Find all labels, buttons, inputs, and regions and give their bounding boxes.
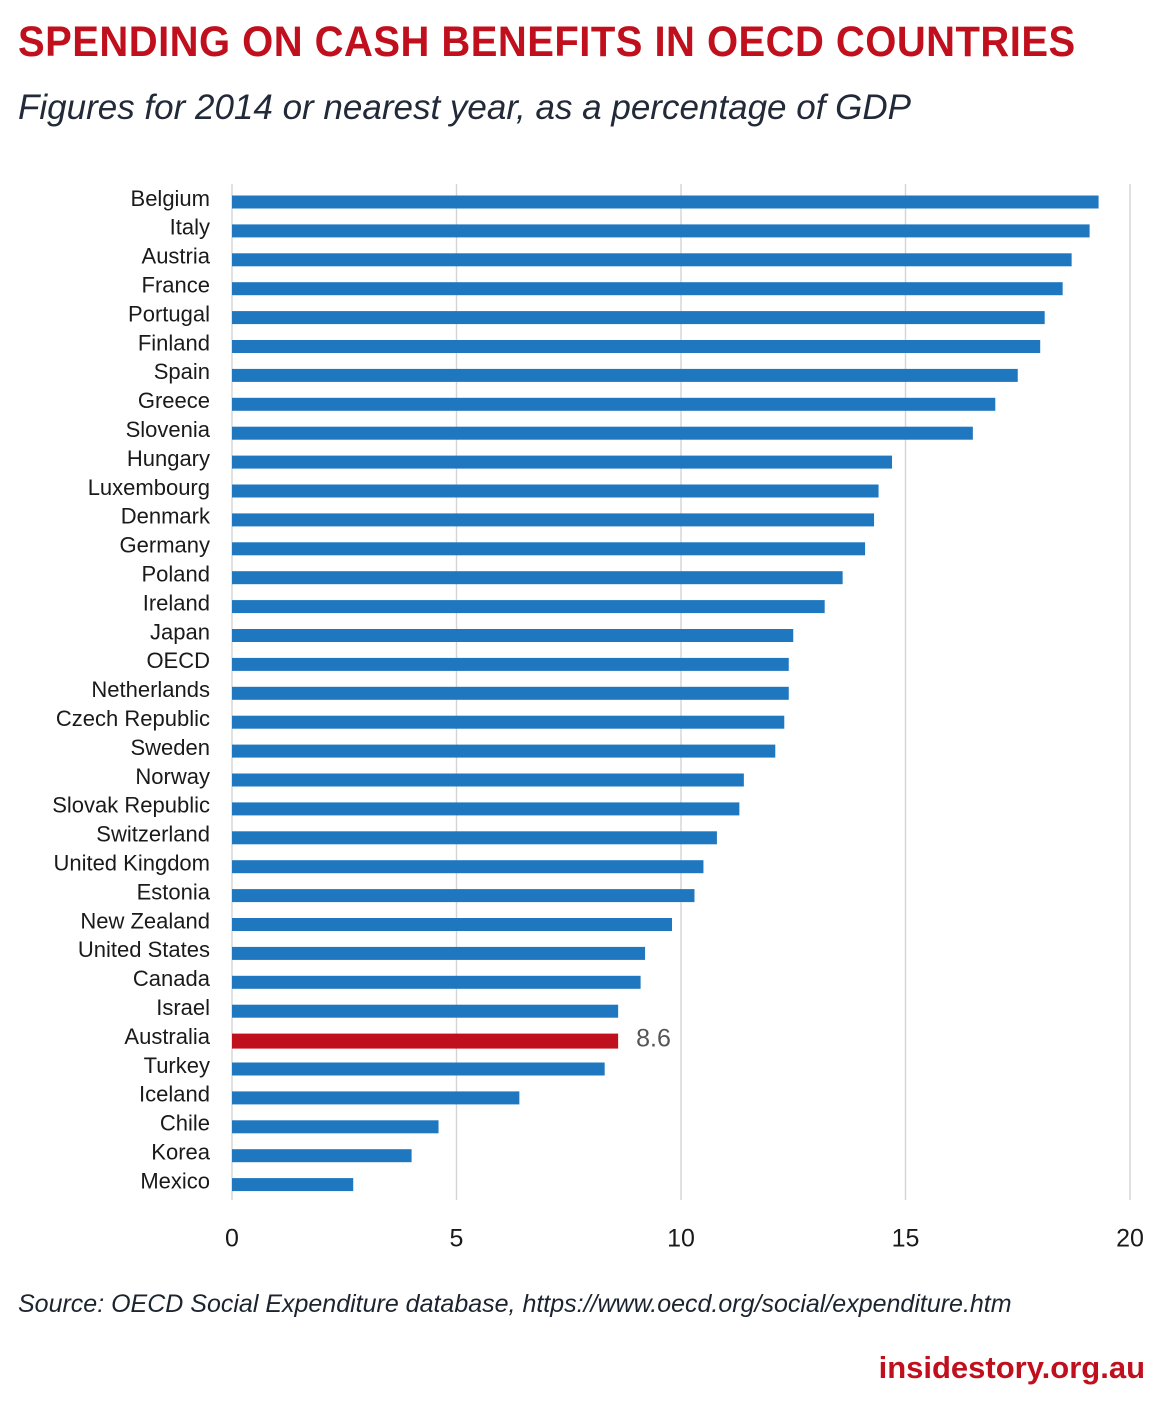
category-label-switzerland: Switzerland: [96, 822, 210, 847]
bar-ireland: [232, 600, 825, 614]
category-label-ireland: Ireland: [143, 590, 210, 615]
category-label-iceland: Iceland: [139, 1082, 210, 1107]
bar-spain: [232, 368, 1018, 382]
category-label-poland: Poland: [141, 562, 210, 587]
bar-united-states: [232, 946, 646, 960]
x-tick-label-20: 20: [1116, 1225, 1144, 1253]
brand-logo-text: insidestory.org.au: [878, 1350, 1145, 1385]
bar-new-zealand: [232, 918, 673, 931]
bar-slovenia: [232, 426, 973, 440]
category-labels: Belgium Italy Austria France Portugal Finland…: [52, 186, 211, 1194]
bar-austria: [232, 253, 1072, 267]
x-tick-label-10: 10: [667, 1225, 695, 1253]
bar-united-kingdom: [232, 860, 704, 874]
x-tick-label-0: 0: [225, 1225, 239, 1253]
category-label-canada: Canada: [133, 966, 211, 991]
bar-netherlands: [232, 686, 789, 700]
bar-italy: [232, 224, 1090, 238]
data-labels: 8.6: [636, 1025, 671, 1053]
chart-title: SPENDING ON CASH BENEFITS IN OECD COUNTR…: [18, 18, 1076, 66]
bar-slovak-republic: [232, 802, 740, 816]
category-label-austria: Austria: [142, 244, 211, 269]
x-tick-label-5: 5: [450, 1225, 464, 1253]
bar-estonia: [232, 889, 695, 903]
bar-luxembourg: [232, 484, 879, 498]
bar-iceland: [232, 1091, 520, 1105]
bar-hungary: [232, 455, 893, 469]
category-label-belgium: Belgium: [131, 186, 210, 211]
category-label-oecd: OECD: [146, 648, 210, 673]
category-label-norway: Norway: [135, 764, 210, 789]
data-label-australia: 8.6: [636, 1025, 671, 1053]
category-label-hungary: Hungary: [127, 446, 210, 471]
x-tick-label-15: 15: [892, 1225, 920, 1253]
category-label-czech-republic: Czech Republic: [56, 706, 210, 731]
category-label-estonia: Estonia: [137, 879, 211, 904]
bar-korea: [232, 1149, 412, 1163]
category-label-greece: Greece: [138, 388, 210, 413]
category-label-turkey: Turkey: [144, 1053, 210, 1078]
x-axis-ticks: 0 5 10 15 20: [225, 1225, 1144, 1253]
bar-belgium: [232, 195, 1099, 209]
bar-turkey: [232, 1062, 605, 1076]
category-label-portugal: Portugal: [128, 301, 210, 326]
source-note: Source: OECD Social Expenditure database…: [18, 1290, 1012, 1318]
bar-japan: [232, 629, 794, 642]
bar-australia: [232, 1033, 619, 1049]
category-label-netherlands: Netherlands: [91, 677, 210, 702]
bars: [232, 195, 1099, 1192]
bar-israel: [232, 1004, 619, 1018]
bar-czech-republic: [232, 715, 785, 729]
bar-finland: [232, 340, 1041, 353]
category-label-united-kingdom: United Kingdom: [53, 851, 210, 876]
bar-poland: [232, 571, 843, 585]
chart-subtitle: Figures for 2014 or nearest year, as a p…: [18, 88, 911, 127]
category-label-chile: Chile: [160, 1111, 210, 1136]
category-label-new-zealand: New Zealand: [80, 908, 210, 933]
category-label-sweden: Sweden: [130, 735, 210, 760]
bar-greece: [232, 397, 996, 411]
category-label-slovenia: Slovenia: [126, 417, 211, 442]
bar-france: [232, 282, 1063, 296]
category-label-israel: Israel: [156, 995, 210, 1020]
category-label-mexico: Mexico: [140, 1168, 210, 1193]
bar-portugal: [232, 311, 1045, 325]
category-label-finland: Finland: [138, 330, 210, 355]
bar-chile: [232, 1120, 439, 1134]
bar-chart: Belgium Italy Austria France Portugal Finland…: [52, 184, 1144, 1253]
bar-oecd: [232, 657, 789, 671]
bar-germany: [232, 542, 866, 556]
category-label-united-states: United States: [78, 937, 210, 962]
bar-denmark: [232, 513, 875, 527]
category-label-italy: Italy: [170, 215, 210, 240]
bar-sweden: [232, 744, 776, 758]
bar-mexico: [232, 1178, 354, 1192]
category-label-slovak-republic: Slovak Republic: [52, 793, 210, 818]
bar-norway: [232, 773, 744, 787]
category-label-australia: Australia: [124, 1024, 210, 1049]
category-label-luxembourg: Luxembourg: [88, 475, 210, 500]
bar-switzerland: [232, 831, 717, 845]
category-label-korea: Korea: [151, 1140, 210, 1165]
bar-canada: [232, 975, 641, 989]
category-label-spain: Spain: [154, 359, 210, 384]
category-label-france: France: [142, 273, 210, 298]
category-label-germany: Germany: [120, 533, 210, 558]
category-label-japan: Japan: [150, 619, 210, 644]
category-label-denmark: Denmark: [121, 504, 211, 529]
